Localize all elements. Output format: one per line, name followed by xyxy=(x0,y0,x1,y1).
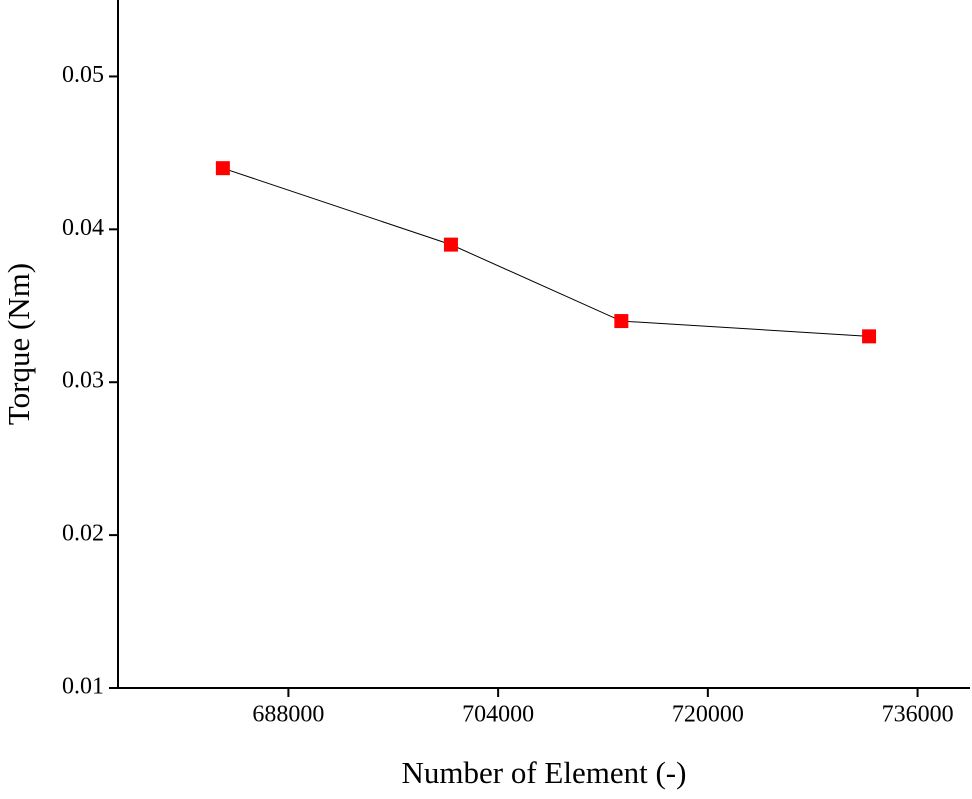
marker xyxy=(862,329,877,344)
marker xyxy=(614,314,629,329)
x-tick-label: 688000 xyxy=(252,702,324,728)
y-axis-label: Torque (Nm) xyxy=(1,263,36,425)
marker xyxy=(215,161,230,176)
x-axis-label: Number of Element (-) xyxy=(402,755,687,790)
y-tick-label: 0.01 xyxy=(62,674,104,700)
x-tick-label: 704000 xyxy=(462,702,534,728)
series-line xyxy=(222,167,870,337)
marker xyxy=(443,237,458,252)
x-tick-label: 720000 xyxy=(672,702,744,728)
y-tick-label: 0.05 xyxy=(62,62,104,88)
y-tick-label: 0.03 xyxy=(62,368,104,394)
y-tick-label: 0.02 xyxy=(62,521,104,547)
y-tick-label: 0.04 xyxy=(62,215,104,241)
x-tick-label: 736000 xyxy=(882,702,954,728)
